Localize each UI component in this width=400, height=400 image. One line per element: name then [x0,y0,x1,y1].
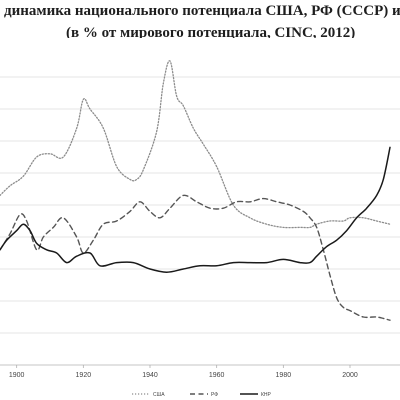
series-line-3 [0,146,391,273]
x-tick-label: 1900 [9,372,25,379]
legend-label-3: КНР [261,392,272,398]
series-line-2 [0,194,391,321]
x-tick-label: 1960 [209,372,225,379]
chart-series [0,60,391,321]
chart-title-line1: динамика национального потенциала США, Р… [4,3,400,19]
legend-label-1: США [153,392,165,398]
chart-grid [0,76,400,334]
legend-label-2: РФ [211,392,218,398]
x-tick-label: 1940 [142,372,158,379]
x-tick-label: 1920 [76,372,92,379]
x-tick-label: 2000 [342,372,358,379]
series-line-1 [0,60,391,229]
x-axis-ticks: 1900 1920 1940 1960 1980 2000 [9,365,358,379]
x-tick-label: 1980 [276,372,292,379]
chart-title-line2: (в % от мирового потенциала, CINC, 2012) [66,25,356,38]
chart-title: динамика национального потенциала США, Р… [0,2,400,38]
chart-legend: США РФ КНР [132,392,272,398]
